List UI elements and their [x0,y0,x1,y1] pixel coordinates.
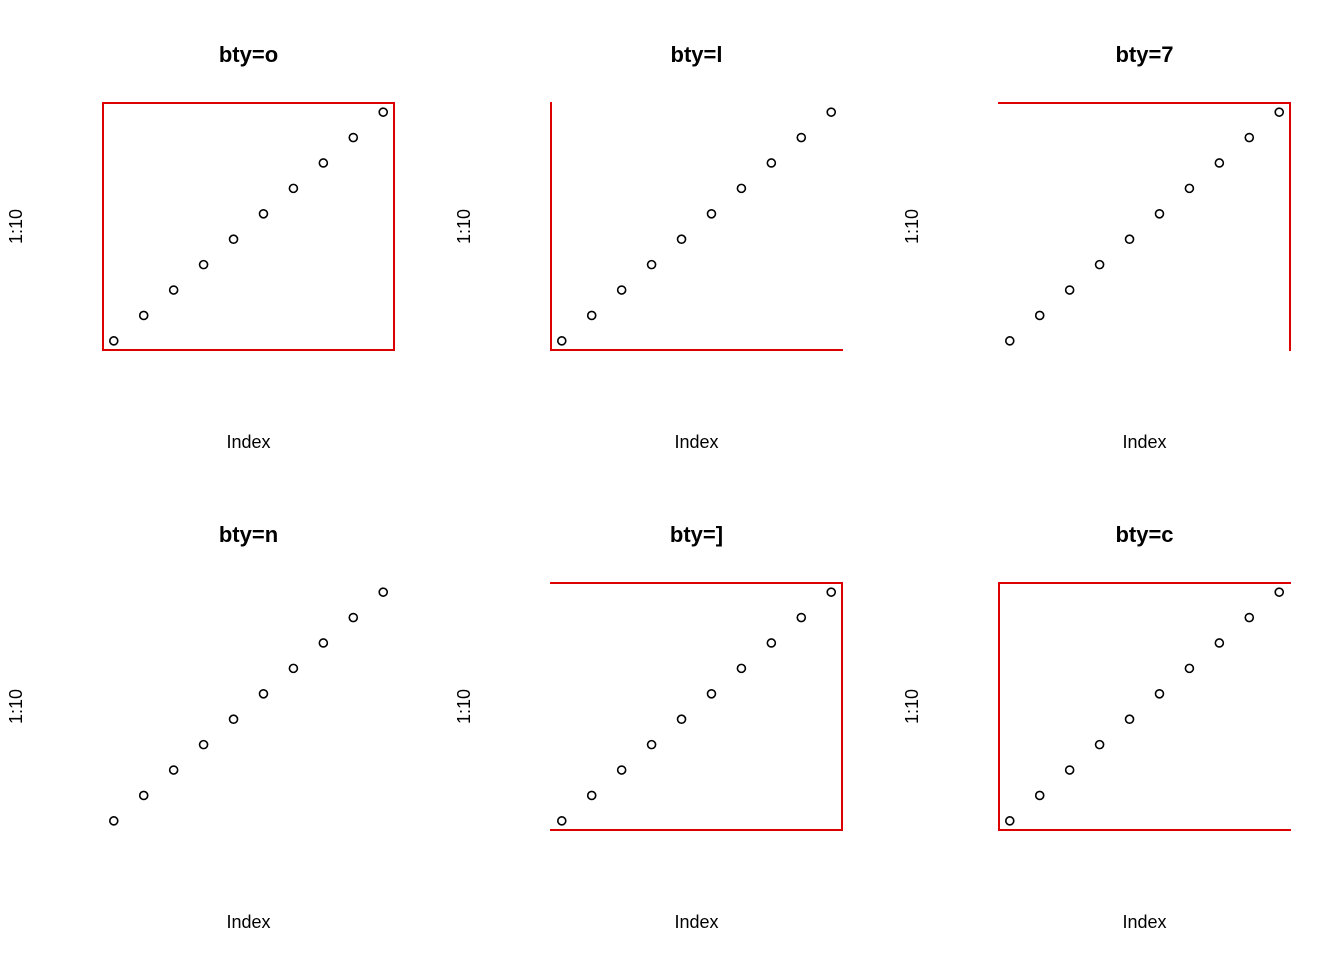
data-point [646,739,657,750]
panel-title: bty=] [670,522,723,547]
data-point [826,107,837,117]
data-point [1004,816,1015,826]
data-point [228,714,239,725]
panel-bty-2: bty=l Index 1:10 [454,42,843,452]
data-point [826,587,837,597]
data-point [736,183,747,194]
data-point [796,132,807,143]
data-point [318,158,329,168]
data-point [1214,638,1225,648]
data-point [1094,739,1105,750]
data-point [586,310,597,321]
data-point [1274,587,1285,597]
data-point [1244,612,1255,623]
data-point [168,765,179,775]
data-point [646,259,657,270]
y-axis-label: 1:10 [454,209,474,244]
panel-bty-1: bty=o Index 1:10 [6,42,395,452]
x-axis-label: Index [226,432,270,452]
x-axis-label: Index [674,912,718,932]
data-point [616,765,627,775]
data-point [258,688,269,699]
panel-bty-5: bty=] Index 1:10 [454,522,843,932]
y-axis-label: 1:10 [454,689,474,724]
y-axis-label: 1:10 [902,689,922,724]
panel-bty-3: bty=7 Index 1:10 [902,42,1291,452]
data-point [138,790,149,801]
data-point [108,816,119,826]
data-point [1184,663,1195,674]
data-point [796,612,807,623]
data-point [288,183,299,194]
data-point [1064,285,1075,295]
data-point [378,107,389,117]
data-point [138,310,149,321]
data-point [288,663,299,674]
data-point [1154,208,1165,219]
x-axis-label: Index [1122,912,1166,932]
data-point [378,587,389,597]
data-point [1094,259,1105,270]
data-point [616,285,627,295]
x-axis-label: Index [226,912,270,932]
data-point [556,336,567,346]
panel-title: bty=l [671,42,723,67]
data-point [1124,234,1135,245]
data-point [676,234,687,245]
x-axis-label: Index [1122,432,1166,452]
data-point [1244,132,1255,143]
data-point [556,816,567,826]
data-point [348,132,359,143]
y-axis-label: 1:10 [6,209,26,244]
data-point [766,638,777,648]
panel-title: bty=c [1115,522,1173,547]
data-point [1034,310,1045,321]
data-point [108,336,119,346]
data-point [706,208,717,219]
y-axis-label: 1:10 [6,689,26,724]
y-axis-label: 1:10 [902,209,922,244]
panel-bty-4: bty=n Index 1:10 [6,522,389,932]
data-point [736,663,747,674]
data-point [1274,107,1285,117]
data-point [586,790,597,801]
panel-title: bty=o [219,42,278,67]
data-point [676,714,687,725]
data-point [198,259,209,270]
data-point [1034,790,1045,801]
data-point [766,158,777,168]
data-point [198,739,209,750]
data-point [1064,765,1075,775]
data-point [258,208,269,219]
data-point [318,638,329,648]
data-point [168,285,179,295]
data-point [1214,158,1225,168]
data-point [1004,336,1015,346]
data-point [348,612,359,623]
data-point [706,688,717,699]
panel-title: bty=7 [1115,42,1173,67]
data-point [1184,183,1195,194]
panel-title: bty=n [219,522,278,547]
data-point [1154,688,1165,699]
x-axis-label: Index [674,432,718,452]
panel-bty-6: bty=c Index 1:10 [902,522,1291,932]
data-point [1124,714,1135,725]
data-point [228,234,239,245]
